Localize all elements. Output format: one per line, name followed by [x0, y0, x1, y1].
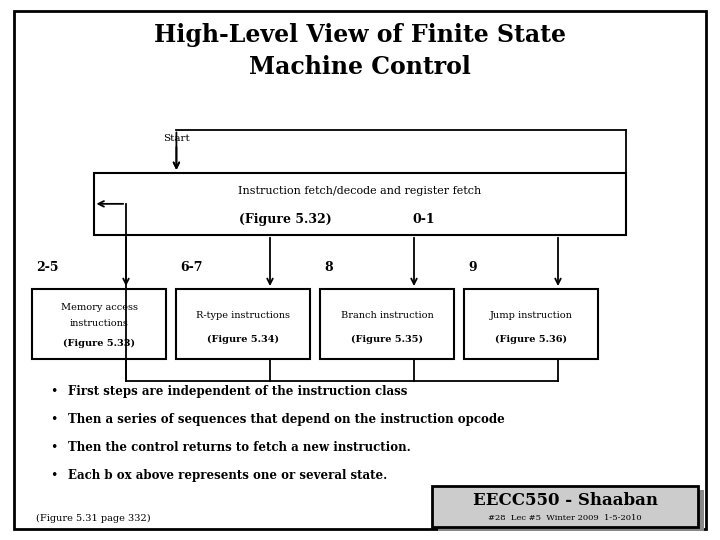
Bar: [438, 490, 704, 531]
Text: (Figure 5.35): (Figure 5.35): [351, 335, 423, 344]
Text: 6-7: 6-7: [180, 261, 202, 274]
Text: Start: Start: [163, 134, 190, 143]
Text: R-type instructions: R-type instructions: [196, 311, 290, 320]
Text: Instruction fetch/decode and register fetch: Instruction fetch/decode and register fe…: [238, 186, 482, 197]
Bar: [32, 289, 166, 359]
Text: EECC550 - Shaaban: EECC550 - Shaaban: [473, 492, 657, 509]
Text: Jump instruction: Jump instruction: [490, 311, 572, 320]
Text: Each b ox above represents one or several state.: Each b ox above represents one or severa…: [68, 469, 387, 482]
Text: Branch instruction: Branch instruction: [341, 311, 433, 320]
Bar: [464, 289, 598, 359]
Text: 8: 8: [324, 261, 333, 274]
Text: First steps are independent of the instruction class: First steps are independent of the instr…: [68, 385, 408, 398]
Bar: [176, 289, 310, 359]
Text: (Figure 5.31 page 332): (Figure 5.31 page 332): [36, 514, 150, 523]
Text: Machine Control: Machine Control: [249, 56, 471, 79]
Bar: [320, 289, 454, 359]
Bar: [94, 173, 626, 235]
Text: •: •: [50, 469, 58, 482]
Text: 9: 9: [468, 261, 477, 274]
Text: Then a series of sequences that depend on the instruction opcode: Then a series of sequences that depend o…: [68, 413, 505, 426]
Text: (Figure 5.32): (Figure 5.32): [239, 213, 332, 226]
Text: (Figure 5.33): (Figure 5.33): [63, 339, 135, 348]
Text: #28  Lec #5  Winter 2009  1-5-2010: #28 Lec #5 Winter 2009 1-5-2010: [488, 514, 642, 522]
Text: Then the control returns to fetch a new instruction.: Then the control returns to fetch a new …: [68, 441, 411, 454]
Text: •: •: [50, 413, 58, 426]
Text: 0-1: 0-1: [413, 213, 436, 226]
Text: (Figure 5.36): (Figure 5.36): [495, 335, 567, 344]
Text: instructions: instructions: [70, 320, 128, 328]
Text: Memory access: Memory access: [60, 302, 138, 312]
Text: (Figure 5.34): (Figure 5.34): [207, 335, 279, 344]
Text: •: •: [50, 385, 58, 398]
Text: High-Level View of Finite State: High-Level View of Finite State: [154, 23, 566, 47]
Text: •: •: [50, 441, 58, 454]
Text: 2-5: 2-5: [36, 261, 58, 274]
Bar: [432, 486, 698, 526]
